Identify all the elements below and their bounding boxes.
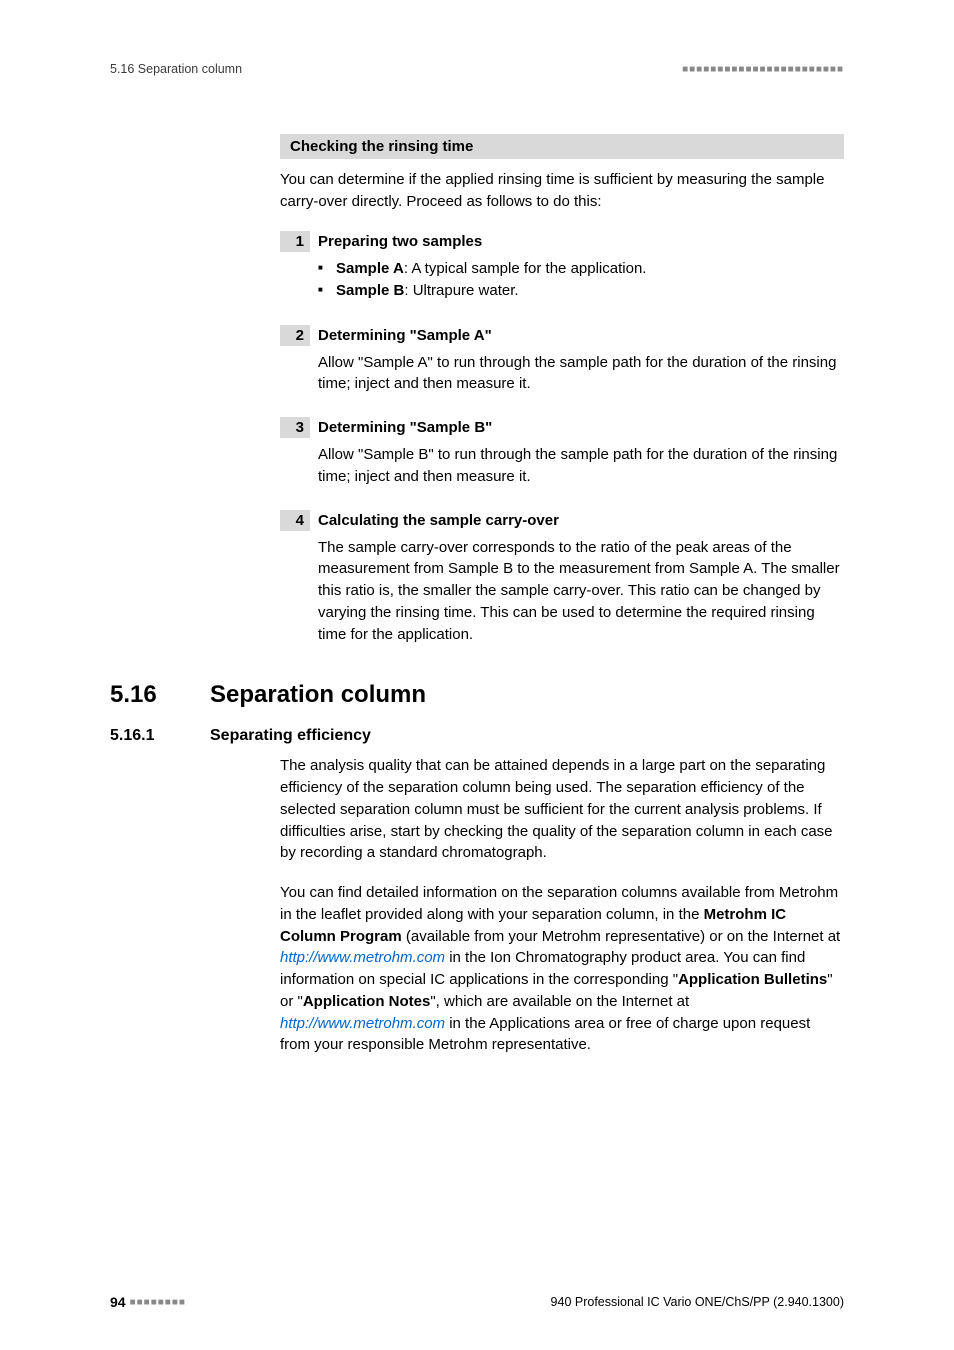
step-title: Preparing two samples <box>318 231 482 250</box>
hyperlink[interactable]: http://www.metrohm.com <box>280 1015 445 1032</box>
step-number: 3 <box>280 417 310 438</box>
body-column: The analysis quality that can be attaine… <box>280 755 844 1056</box>
step-head: 4 Calculating the sample carry-over <box>280 510 844 531</box>
step-title: Determining "Sample A" <box>318 325 492 344</box>
footer-squares: ■■■■■■■■ <box>130 1297 186 1308</box>
step-head: 1 Preparing two samples <box>280 231 844 252</box>
gray-heading: Checking the rinsing time <box>280 134 844 159</box>
list-item: Sample B: Ultrapure water. <box>318 280 844 303</box>
bullet-list: Sample A: A typical sample for the appli… <box>318 258 844 303</box>
content-column: Checking the rinsing time You can determ… <box>280 134 844 645</box>
bullet-text: : A typical sample for the application. <box>404 260 647 277</box>
body-paragraph-2: You can find detailed information on the… <box>280 882 844 1056</box>
text-run: (available from your Metrohm representat… <box>402 928 841 945</box>
bullet-bold: Sample A <box>336 260 404 277</box>
step-4: 4 Calculating the sample carry-over The … <box>280 510 844 646</box>
page-footer: 94 ■■■■■■■■ 940 Professional IC Vario ON… <box>110 1294 844 1310</box>
bullet-text: : Ultrapure water. <box>404 282 518 299</box>
intro-paragraph: You can determine if the applied rinsing… <box>280 169 844 213</box>
bullet-bold: Sample B <box>336 282 404 299</box>
page: 5.16 Separation column ■■■■■■■■■■■■■■■■■… <box>0 0 954 1350</box>
bold-run: Application Bulletins <box>678 971 827 988</box>
step-head: 2 Determining "Sample A" <box>280 325 844 346</box>
step-title: Calculating the sample carry-over <box>318 510 559 529</box>
step-number: 1 <box>280 231 310 252</box>
page-number: 94 <box>110 1294 126 1310</box>
step-body: The sample carry-over corresponds to the… <box>318 537 844 646</box>
text-run: ", which are available on the Internet a… <box>430 993 689 1010</box>
step-1: 1 Preparing two samples Sample A: A typi… <box>280 231 844 303</box>
step-2: 2 Determining "Sample A" Allow "Sample A… <box>280 325 844 396</box>
section-title: Separation column <box>210 681 426 709</box>
step-number: 2 <box>280 325 310 346</box>
step-title: Determining "Sample B" <box>318 417 492 436</box>
bold-run: Application Notes <box>303 993 431 1010</box>
subsection-heading: 5.16.1 Separating efficiency <box>110 727 844 745</box>
footer-right: 940 Professional IC Vario ONE/ChS/PP (2.… <box>551 1295 844 1309</box>
subsection-title: Separating efficiency <box>210 727 371 745</box>
section-number: 5.16 <box>110 681 210 709</box>
step-body: Allow "Sample B" to run through the samp… <box>318 444 844 488</box>
list-item: Sample A: A typical sample for the appli… <box>318 258 844 281</box>
step-3: 3 Determining "Sample B" Allow "Sample B… <box>280 417 844 488</box>
step-head: 3 Determining "Sample B" <box>280 417 844 438</box>
header-left: 5.16 Separation column <box>110 62 242 76</box>
subsection-number: 5.16.1 <box>110 727 210 745</box>
running-header: 5.16 Separation column ■■■■■■■■■■■■■■■■■… <box>110 62 844 76</box>
footer-left: 94 ■■■■■■■■ <box>110 1294 186 1310</box>
header-squares: ■■■■■■■■■■■■■■■■■■■■■■■ <box>682 64 844 75</box>
hyperlink[interactable]: http://www.metrohm.com <box>280 949 445 966</box>
step-number: 4 <box>280 510 310 531</box>
step-body: Allow "Sample A" to run through the samp… <box>318 352 844 396</box>
body-paragraph-1: The analysis quality that can be attaine… <box>280 755 844 864</box>
section-heading: 5.16 Separation column <box>110 681 844 709</box>
